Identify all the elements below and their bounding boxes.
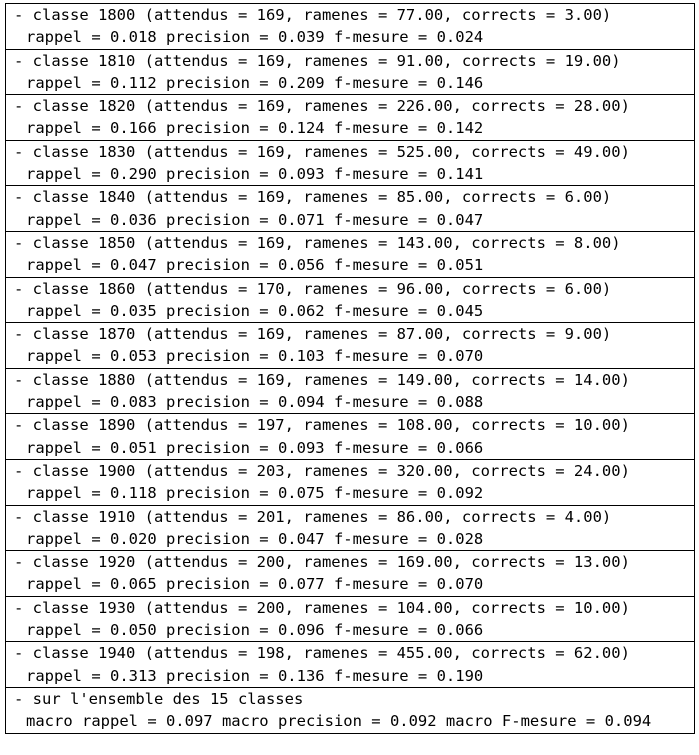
table-row: - classe 1880 (attendus = 169, ramenes =… bbox=[5, 367, 695, 415]
class-counts-line: - classe 1900 (attendus = 203, ramenes =… bbox=[14, 461, 630, 480]
table-row: - classe 1850 (attendus = 169, ramenes =… bbox=[5, 230, 695, 278]
class-scores-line: rappel = 0.118 precision = 0.075 f-mesur… bbox=[26, 484, 484, 503]
table-row: - classe 1800 (attendus = 169, ramenes =… bbox=[5, 3, 695, 50]
class-counts-line: - classe 1810 (attendus = 169, ramenes =… bbox=[14, 51, 621, 70]
class-cell: - classe 1920 (attendus = 200, ramenes =… bbox=[5, 550, 695, 597]
results-table: - classe 1800 (attendus = 169, ramenes =… bbox=[5, 3, 695, 734]
class-scores-line: rappel = 0.313 precision = 0.136 f-mesur… bbox=[26, 666, 484, 685]
class-cell: - classe 1900 (attendus = 203, ramenes =… bbox=[5, 458, 695, 506]
class-scores-line: rappel = 0.053 precision = 0.103 f-mesur… bbox=[26, 347, 484, 366]
class-cell: - classe 1940 (attendus = 198, ramenes =… bbox=[5, 641, 695, 688]
table-row: - classe 1840 (attendus = 169, ramenes =… bbox=[5, 185, 695, 232]
class-counts-line: - classe 1870 (attendus = 169, ramenes =… bbox=[14, 325, 612, 344]
class-counts-line: - classe 1860 (attendus = 170, ramenes =… bbox=[14, 279, 612, 298]
class-cell: - classe 1840 (attendus = 169, ramenes =… bbox=[5, 185, 695, 232]
class-cell: - classe 1890 (attendus = 197, ramenes =… bbox=[5, 413, 695, 460]
class-scores-line: rappel = 0.290 precision = 0.093 f-mesur… bbox=[26, 165, 484, 184]
table-row: - classe 1860 (attendus = 170, ramenes =… bbox=[5, 276, 695, 324]
class-counts-line: - classe 1910 (attendus = 201, ramenes =… bbox=[14, 507, 612, 526]
class-scores-line: rappel = 0.065 precision = 0.077 f-mesur… bbox=[26, 575, 484, 594]
class-scores-line: rappel = 0.112 precision = 0.209 f-mesur… bbox=[26, 73, 484, 92]
table-row: - classe 1830 (attendus = 169, ramenes =… bbox=[5, 139, 695, 187]
class-counts-line: - classe 1920 (attendus = 200, ramenes =… bbox=[14, 553, 630, 572]
class-counts-line: - classe 1820 (attendus = 169, ramenes =… bbox=[14, 97, 630, 116]
table-row: - classe 1920 (attendus = 200, ramenes =… bbox=[5, 550, 695, 597]
class-scores-line: rappel = 0.036 precision = 0.071 f-mesur… bbox=[26, 210, 484, 229]
class-cell: - classe 1800 (attendus = 169, ramenes =… bbox=[5, 3, 695, 50]
class-scores-line: rappel = 0.020 precision = 0.047 f-mesur… bbox=[26, 529, 484, 548]
class-cell: - classe 1860 (attendus = 170, ramenes =… bbox=[5, 276, 695, 324]
class-counts-line: - classe 1850 (attendus = 169, ramenes =… bbox=[14, 233, 621, 252]
table-row: - classe 1870 (attendus = 169, ramenes =… bbox=[5, 322, 695, 369]
table-row: - classe 1930 (attendus = 200, ramenes =… bbox=[5, 595, 695, 643]
class-cell: - classe 1850 (attendus = 169, ramenes =… bbox=[5, 230, 695, 278]
class-cell: - classe 1830 (attendus = 169, ramenes =… bbox=[5, 139, 695, 187]
summary-scores-line: macro rappel = 0.097 macro precision = 0… bbox=[26, 712, 652, 731]
class-counts-line: - classe 1890 (attendus = 197, ramenes =… bbox=[14, 416, 630, 435]
class-scores-line: rappel = 0.083 precision = 0.094 f-mesur… bbox=[26, 393, 484, 412]
class-counts-line: - classe 1880 (attendus = 169, ramenes =… bbox=[14, 370, 630, 389]
class-counts-line: - classe 1800 (attendus = 169, ramenes =… bbox=[14, 6, 612, 24]
class-cell: - classe 1870 (attendus = 169, ramenes =… bbox=[5, 322, 695, 369]
class-scores-line: rappel = 0.047 precision = 0.056 f-mesur… bbox=[26, 256, 484, 275]
class-counts-line: - classe 1840 (attendus = 169, ramenes =… bbox=[14, 188, 612, 207]
summary-cell: - sur l'ensemble des 15 classes macro ra… bbox=[5, 686, 695, 734]
class-scores-line: rappel = 0.018 precision = 0.039 f-mesur… bbox=[26, 28, 484, 47]
results-table-body: - classe 1800 (attendus = 169, ramenes =… bbox=[5, 3, 695, 734]
class-scores-line: rappel = 0.035 precision = 0.062 f-mesur… bbox=[26, 301, 484, 320]
class-cell: - classe 1820 (attendus = 169, ramenes =… bbox=[5, 94, 695, 141]
class-scores-line: rappel = 0.051 precision = 0.093 f-mesur… bbox=[26, 438, 484, 457]
table-row: - classe 1900 (attendus = 203, ramenes =… bbox=[5, 458, 695, 506]
table-row: - classe 1810 (attendus = 169, ramenes =… bbox=[5, 48, 695, 96]
class-scores-line: rappel = 0.050 precision = 0.096 f-mesur… bbox=[26, 621, 484, 640]
table-row: - classe 1910 (attendus = 201, ramenes =… bbox=[5, 504, 695, 552]
class-cell: - classe 1910 (attendus = 201, ramenes =… bbox=[5, 504, 695, 552]
class-scores-line: rappel = 0.166 precision = 0.124 f-mesur… bbox=[26, 119, 484, 138]
summary-row: - sur l'ensemble des 15 classes macro ra… bbox=[5, 686, 695, 734]
class-counts-line: - classe 1830 (attendus = 169, ramenes =… bbox=[14, 142, 630, 161]
class-counts-line: - classe 1930 (attendus = 200, ramenes =… bbox=[14, 598, 630, 617]
table-row: - classe 1820 (attendus = 169, ramenes =… bbox=[5, 94, 695, 141]
class-counts-line: - classe 1940 (attendus = 198, ramenes =… bbox=[14, 644, 630, 663]
table-row: - classe 1940 (attendus = 198, ramenes =… bbox=[5, 641, 695, 688]
class-cell: - classe 1810 (attendus = 169, ramenes =… bbox=[5, 48, 695, 96]
summary-heading-line: - sur l'ensemble des 15 classes bbox=[14, 689, 304, 708]
class-cell: - classe 1880 (attendus = 169, ramenes =… bbox=[5, 367, 695, 415]
table-row: - classe 1890 (attendus = 197, ramenes =… bbox=[5, 413, 695, 460]
class-cell: - classe 1930 (attendus = 200, ramenes =… bbox=[5, 595, 695, 643]
